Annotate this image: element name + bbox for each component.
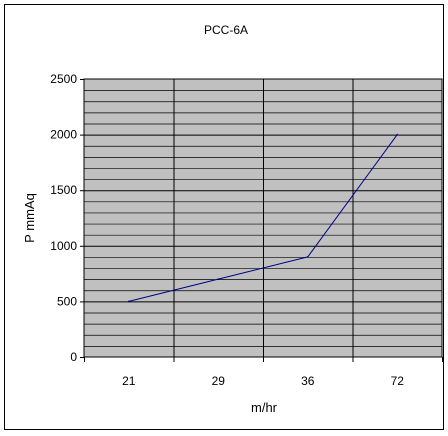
series-line-segment bbox=[218, 256, 308, 280]
grid-layer bbox=[84, 79, 442, 357]
x-axis-label: m/hr bbox=[251, 400, 278, 415]
x-tick-label: 36 bbox=[301, 374, 315, 388]
chart-title: PCC-6A bbox=[204, 23, 248, 37]
tick-layer: 0 500 1000 1500 2000 2500 21 29 36 72 bbox=[50, 72, 443, 388]
data-point bbox=[396, 133, 399, 136]
y-tick-label: 0 bbox=[70, 350, 77, 364]
series-line-segment bbox=[307, 134, 398, 258]
y-tick-label: 2500 bbox=[50, 72, 77, 86]
x-tick-label: 29 bbox=[212, 374, 226, 388]
x-tick-label: 21 bbox=[122, 374, 136, 388]
y-axis-label: P mmAq bbox=[22, 193, 37, 243]
series-line-segment bbox=[128, 278, 219, 302]
x-tick-label: 72 bbox=[391, 374, 405, 388]
y-tick-label: 1000 bbox=[50, 239, 77, 253]
data-point bbox=[306, 256, 309, 258]
plot-border bbox=[83, 78, 443, 358]
series-layer bbox=[127, 133, 399, 303]
y-tick-label: 1500 bbox=[50, 183, 77, 197]
data-point bbox=[127, 300, 130, 303]
data-point bbox=[217, 278, 220, 280]
y-tick-label: 500 bbox=[57, 294, 77, 308]
y-tick-label: 2000 bbox=[50, 128, 77, 142]
